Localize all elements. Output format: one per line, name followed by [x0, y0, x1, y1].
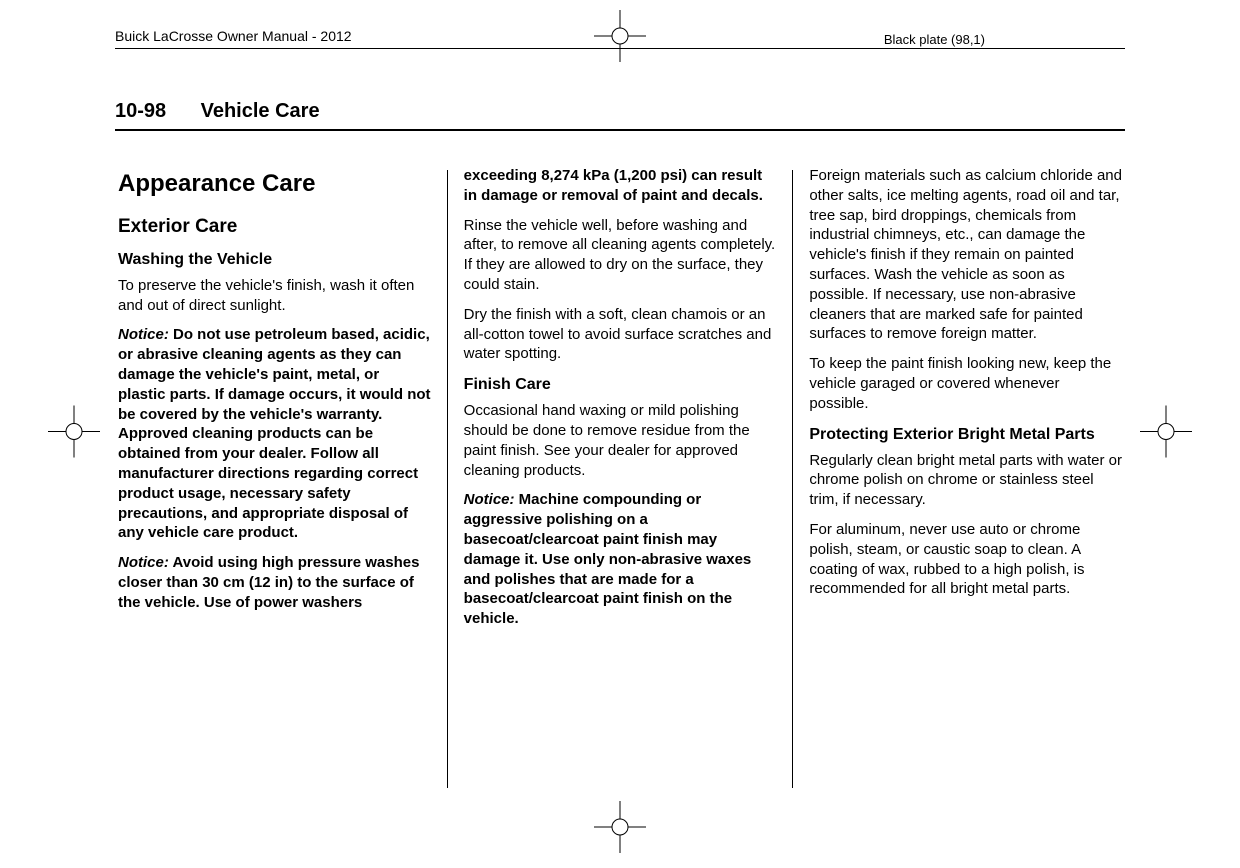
paragraph-text: Rinse the vehicle well, before washing a…: [464, 216, 777, 295]
notice-label: Notice:: [118, 326, 169, 343]
crop-mark-top-icon: [594, 10, 646, 67]
content-columns: Appearance Care Exterior Care Washing th…: [118, 160, 1122, 788]
header-right-text: Black plate (98,1): [884, 32, 985, 47]
notice-label: Notice:: [118, 554, 169, 571]
notice-paragraph: Notice: Do not use petroleum based, acid…: [118, 325, 431, 543]
paragraph-text: To preserve the vehicle's finish, wash i…: [118, 276, 431, 316]
heading-exterior-care: Exterior Care: [118, 214, 431, 239]
column-3: Foreign materials such as calcium chlori…: [793, 160, 1122, 788]
paragraph-text: To keep the paint finish looking new, ke…: [809, 354, 1122, 413]
manual-page: Buick LaCrosse Owner Manual - 2012 Black…: [0, 0, 1240, 868]
notice-text: Do not use petroleum based, acidic, or a…: [118, 326, 431, 541]
section-number: 10-98: [115, 100, 166, 122]
paragraph-text: Regularly clean bright metal parts with …: [809, 451, 1122, 510]
heading-protecting-metal: Protecting Exterior Bright Metal Parts: [809, 424, 1122, 445]
header-left-text: Buick LaCrosse Owner Manual - 2012: [115, 28, 352, 44]
section-title: Vehicle Care: [201, 100, 320, 122]
notice-label: Notice:: [464, 491, 515, 508]
crop-mark-bottom-icon: [594, 801, 646, 858]
heading-washing-vehicle: Washing the Vehicle: [118, 249, 431, 270]
paragraph-text: Occasional hand waxing or mild polishing…: [464, 401, 777, 480]
heading-appearance-care: Appearance Care: [118, 168, 431, 200]
column-2: exceeding 8,274 kPa (1,200 psi) can resu…: [448, 160, 793, 788]
paragraph-text: For aluminum, never use auto or chrome p…: [809, 520, 1122, 599]
heading-finish-care: Finish Care: [464, 374, 777, 395]
crop-mark-left-icon: [48, 406, 100, 463]
notice-text: Machine compounding or aggressive polish…: [464, 491, 752, 627]
notice-paragraph: Notice: Machine compounding or aggressiv…: [464, 490, 777, 629]
notice-paragraph: Notice: Avoid using high pressure washes…: [118, 553, 431, 612]
paragraph-text: Foreign materials such as calcium chlori…: [809, 166, 1122, 344]
section-header: 10-98 Vehicle Care: [115, 100, 1125, 131]
notice-continuation: exceeding 8,274 kPa (1,200 psi) can resu…: [464, 166, 777, 206]
paragraph-text: Dry the finish with a soft, clean chamoi…: [464, 305, 777, 364]
column-1: Appearance Care Exterior Care Washing th…: [118, 160, 447, 788]
crop-mark-right-icon: [1140, 406, 1192, 463]
